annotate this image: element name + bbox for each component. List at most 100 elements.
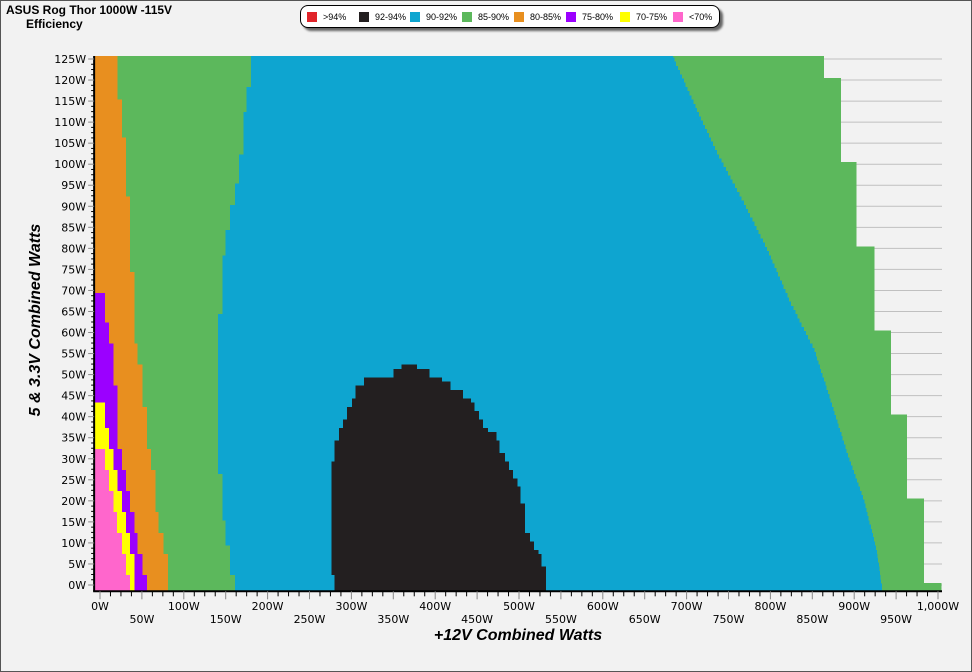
cell-below-70 xyxy=(94,473,110,479)
cell-85-90 xyxy=(121,111,244,117)
cell-90-92 xyxy=(222,511,332,517)
cell-85-90 xyxy=(791,300,875,306)
cell-85-90 xyxy=(871,528,924,533)
cell-70-75 xyxy=(94,414,106,420)
x-tick-label: 600W xyxy=(587,600,619,613)
cell-80-85 xyxy=(94,237,131,243)
cell-below-70 xyxy=(94,557,126,563)
cell-85-90 xyxy=(167,557,230,563)
cell-85-90 xyxy=(163,545,230,550)
cell-90-92 xyxy=(218,351,816,357)
cell-75-80 xyxy=(105,401,118,407)
cell-85-90 xyxy=(857,477,907,483)
cell-85-90 xyxy=(134,279,223,285)
chart-subtitle: Efficiency xyxy=(26,17,83,31)
cell-85-90 xyxy=(795,309,875,315)
legend-swatch xyxy=(620,11,630,22)
cell-85-90 xyxy=(134,322,219,327)
cell-below-70 xyxy=(94,574,131,580)
cell-80-85 xyxy=(113,351,138,357)
cell-85-90 xyxy=(134,296,223,302)
legend-swatch xyxy=(462,11,472,22)
cell-90-92 xyxy=(246,98,694,104)
cell-90-92 xyxy=(524,523,871,529)
cell-85-90 xyxy=(142,376,219,382)
cell-85-90 xyxy=(130,204,230,209)
cell-85-90 xyxy=(810,338,892,344)
cell-85-90 xyxy=(762,237,857,243)
cell-85-90 xyxy=(866,507,924,512)
cell-80-85 xyxy=(117,427,147,433)
cell-85-90 xyxy=(737,187,857,193)
cell-90-92 xyxy=(218,343,813,348)
cell-80-85 xyxy=(146,574,168,580)
cell-85-90 xyxy=(835,414,907,420)
x-tick-label: 350W xyxy=(377,613,409,626)
cell-80-85 xyxy=(94,271,135,277)
legend-item-70-75: 70-75% xyxy=(620,11,667,22)
cell-85-90 xyxy=(151,465,219,470)
cell-85-90 xyxy=(685,82,841,87)
cell-80-85 xyxy=(94,221,131,226)
cell-85-90 xyxy=(125,191,235,197)
cell-85-90 xyxy=(837,418,907,424)
cell-90-92 xyxy=(229,208,749,214)
cell-75-80 xyxy=(125,515,135,521)
cell-90-92 xyxy=(524,519,870,525)
cell-70-75 xyxy=(113,494,122,500)
cell-80-85 xyxy=(94,149,126,155)
cell-90-92 xyxy=(218,372,394,378)
cell-80-85 xyxy=(94,187,126,193)
cell-85-90 xyxy=(842,435,907,441)
cell-80-85 xyxy=(94,208,131,214)
cell-85-90 xyxy=(121,98,247,104)
cell-85-90 xyxy=(676,61,825,66)
cell-80-85 xyxy=(134,528,159,533)
cell-80-85 xyxy=(94,107,122,113)
cell-below-70 xyxy=(94,494,114,500)
cell-below-70 xyxy=(94,465,106,470)
cell-85-90 xyxy=(743,199,857,205)
y-tick-label: 105W xyxy=(54,137,86,150)
cell-80-85 xyxy=(121,460,152,466)
cell-75-80 xyxy=(94,368,114,374)
cell-85-90 xyxy=(848,452,907,458)
cell-80-85 xyxy=(94,225,131,231)
cell-80-85 xyxy=(125,486,156,491)
cell-80-85 xyxy=(94,103,122,108)
x-tick-label: 950W xyxy=(880,613,912,626)
cell-80-85 xyxy=(109,338,135,344)
cell-90-92 xyxy=(218,439,335,445)
cell-80-85 xyxy=(130,494,156,500)
cell-85-90 xyxy=(852,465,907,470)
cell-85-90 xyxy=(878,557,924,563)
cell-80-85 xyxy=(94,77,118,83)
cell-below-70 xyxy=(94,553,126,559)
cell-90-92 xyxy=(243,141,713,146)
cell-85-90 xyxy=(716,149,841,155)
cell-85-90 xyxy=(833,406,892,411)
cell-85-90 xyxy=(137,355,219,361)
cell-85-90 xyxy=(758,229,857,235)
cell-90-92 xyxy=(222,275,780,281)
cell-75-80 xyxy=(94,355,114,361)
cell-90-92 xyxy=(222,494,332,500)
cell-75-80 xyxy=(94,385,118,390)
cell-92-94 xyxy=(363,380,451,386)
cell-80-85 xyxy=(134,519,159,525)
cell-70-75 xyxy=(94,401,106,407)
cell-85-90 xyxy=(881,578,924,584)
cell-85-90 xyxy=(155,486,223,491)
chart-title: ASUS Rog Thor 1000W -115V xyxy=(6,3,173,17)
cell-85-90 xyxy=(125,145,244,151)
cell-90-92 xyxy=(218,422,344,428)
cell-80-85 xyxy=(105,309,135,315)
cell-92-94 xyxy=(331,498,521,504)
cell-75-80 xyxy=(130,540,138,546)
cell-85-90 xyxy=(134,292,223,298)
cell-80-85 xyxy=(134,511,159,517)
cell-85-90 xyxy=(146,418,219,424)
cell-92-94 xyxy=(343,418,483,424)
cell-below-70 xyxy=(94,536,122,542)
cell-85-90 xyxy=(130,263,223,268)
